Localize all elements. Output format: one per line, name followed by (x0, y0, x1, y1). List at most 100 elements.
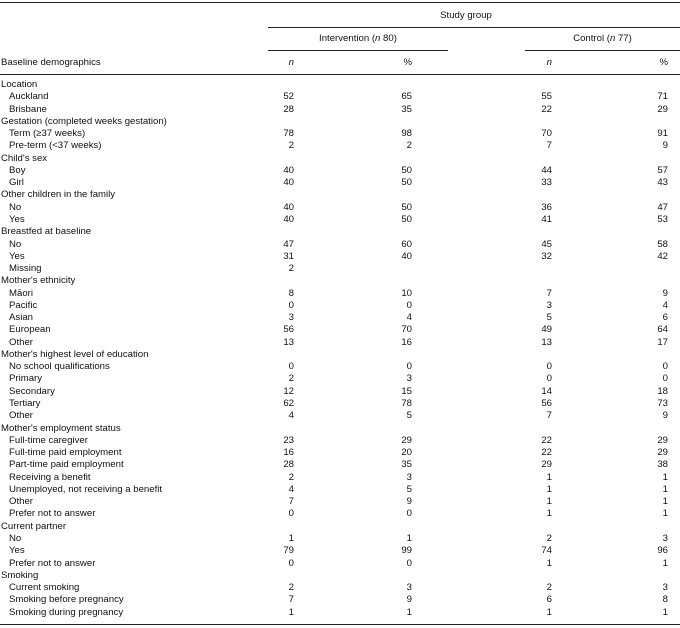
control-pct-cell: 42 (657, 250, 668, 262)
category-label: Current partner (1, 520, 67, 532)
control-pct-cell: 57 (657, 164, 668, 176)
control-pct-cell: 29 (657, 434, 668, 446)
row-label: Pacific (9, 299, 38, 311)
intervention-n-cell: 7 (288, 496, 294, 508)
row-label: Other (9, 496, 33, 508)
control-pct-cell: 1 (662, 557, 668, 569)
row-label: Secondary (9, 385, 55, 397)
category-label: Smoking (1, 569, 39, 581)
col-n-control-text: n (546, 57, 552, 68)
category-label: Location (1, 79, 38, 90)
row-label: Receiving a benefit (9, 471, 91, 483)
row-label-heading: Baseline demographics (1, 57, 101, 68)
row-label: Yes (9, 545, 25, 557)
intervention-rule (268, 50, 448, 51)
table-row: Pre-term (<37 weeks) 2 2 7 9 (0, 140, 680, 152)
top-rule (0, 2, 680, 3)
category-heading-row: Mother's highest level of education (0, 349, 680, 361)
control-n-cell: 6 (546, 594, 552, 606)
category-label: Mother's employment status (1, 422, 121, 434)
table-row: Māori 8 10 7 9 (0, 288, 680, 300)
control-pct-cell: 4 (662, 299, 668, 311)
category-label: Breastfed at baseline (1, 226, 92, 238)
intervention-n-cell: 40 (283, 164, 294, 176)
control-pct-cell: 96 (657, 545, 668, 557)
category-label: Mother's ethnicity (1, 275, 76, 287)
intervention-n-cell: 2 (288, 263, 294, 275)
intervention-pct-cell: 50 (401, 177, 412, 189)
table-row: No 40 50 36 47 (0, 202, 680, 214)
intervention-pct-cell: 20 (401, 447, 412, 459)
control-pct-cell: 1 (662, 508, 668, 520)
table-row: Unemployed, not receiving a benefit 4 5 1 1 (0, 484, 680, 496)
control-pct-cell: 43 (657, 177, 668, 189)
control-pct-cell: 71 (657, 91, 668, 103)
category-heading-row: Location (0, 79, 680, 91)
category-heading-row: Mother's employment status (0, 423, 680, 435)
control-pct-cell: 3 (662, 532, 668, 544)
row-label: Smoking during pregnancy (9, 606, 124, 618)
control-pct-cell: 29 (657, 103, 668, 115)
control-n-cell: 41 (541, 213, 552, 225)
control-n-cell: 2 (546, 532, 552, 544)
intervention-pct-cell: 9 (406, 496, 412, 508)
row-label: No (9, 201, 22, 213)
control-pct-cell: 1 (662, 606, 668, 618)
control-heading: Control (n 77) (525, 33, 680, 45)
category-heading-row: Breastfed at baseline (0, 226, 680, 238)
control-pct-cell: 29 (657, 447, 668, 459)
study-group-heading: Study group (440, 10, 492, 21)
col-n-intervention: n (289, 57, 294, 69)
intervention-n-cell: 1 (288, 532, 294, 544)
category-heading-row: Gestation (completed weeks gestation) (0, 116, 680, 128)
intervention-n-cell: 16 (283, 447, 294, 459)
intervention-label: Intervention ( (319, 33, 376, 44)
intervention-pct-cell: 5 (406, 410, 412, 422)
control-n-cell: 5 (546, 312, 552, 324)
row-label: Tertiary (9, 398, 41, 410)
table-row: Term (≥37 weeks) 78 98 70 91 (0, 128, 680, 140)
control-n-cell: 74 (541, 545, 552, 557)
control-n-cell: 22 (541, 434, 552, 446)
intervention-pct-cell: 98 (401, 128, 412, 140)
category-heading-row: Mother's ethnicity (0, 275, 680, 287)
intervention-n-cell: 23 (283, 434, 294, 446)
intervention-pct-cell: 40 (401, 250, 412, 262)
study-group-rule (268, 27, 680, 28)
intervention-pct-cell: 1 (406, 606, 412, 618)
row-label: Primary (9, 373, 43, 385)
control-n-cell: 49 (541, 324, 552, 336)
control-n-cell: 7 (546, 410, 552, 422)
intervention-pct-cell: 50 (401, 164, 412, 176)
table-row: Other 13 16 13 17 (0, 337, 680, 349)
intervention-n-cell: 79 (283, 545, 294, 557)
table-row: Other 4 5 7 9 (0, 410, 680, 422)
intervention-n-cell: 47 (283, 238, 294, 250)
control-pct-cell: 8 (662, 594, 668, 606)
category-label: Gestation (completed weeks gestation) (1, 115, 167, 127)
intervention-n-cell: 40 (283, 201, 294, 213)
category-heading-row: Smoking (0, 570, 680, 582)
row-label: Missing (9, 263, 42, 275)
row-label: No (9, 532, 22, 544)
table-row: Tertiary 62 78 56 73 (0, 398, 680, 410)
intervention-pct-cell: 10 (401, 287, 412, 299)
row-label: Yes (9, 213, 25, 225)
row-label: Part-time paid employment (9, 459, 124, 471)
intervention-pct-cell: 50 (401, 213, 412, 225)
row-label: Yes (9, 250, 25, 262)
control-pct-cell: 1 (662, 483, 668, 495)
control-pct-cell: 73 (657, 398, 668, 410)
intervention-pct-cell: 78 (401, 398, 412, 410)
control-pct-cell: 3 (662, 582, 668, 594)
intervention-n-cell: 2 (288, 582, 294, 594)
table-row: Primary 2 3 0 0 (0, 373, 680, 385)
bottom-rule (0, 624, 680, 625)
intervention-pct-cell: 5 (406, 483, 412, 495)
category-label: Mother's highest level of education (1, 348, 149, 360)
category-heading-row: Other children in the family (0, 189, 680, 201)
control-pct-cell: 91 (657, 128, 668, 140)
intervention-n-cell: 0 (288, 557, 294, 569)
table-row: Yes 31 40 32 42 (0, 251, 680, 263)
intervention-n-cell: 12 (283, 385, 294, 397)
